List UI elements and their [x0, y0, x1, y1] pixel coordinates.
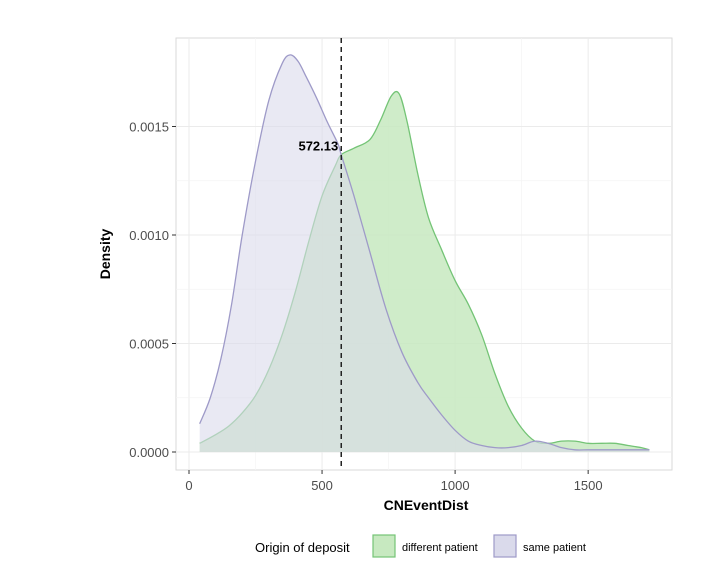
y-axis-title: Density	[97, 229, 113, 280]
y-tick-label: 0.0010	[129, 228, 169, 243]
y-tick-label: 0.0005	[129, 337, 169, 352]
density-line-same-patient	[199, 54, 650, 451]
density-area-same-patient	[199, 54, 650, 452]
legend: Origin of deposit different patient same…	[255, 534, 586, 558]
x-tick-label: 0	[185, 478, 192, 493]
vline-value-label: 572.13	[298, 139, 338, 154]
legend-label-different-patient: different patient	[402, 542, 478, 554]
density-areas	[199, 54, 650, 453]
legend-label-same-patient: same patient	[523, 542, 586, 554]
legend-key-same-patient	[493, 534, 517, 558]
y-tick-label: 0.0000	[129, 445, 169, 460]
y-axis-ticks: 0.0000 0.0005 0.0010 0.0015	[129, 120, 176, 460]
x-tick-label: 1000	[441, 478, 470, 493]
x-axis-ticks: 0 500 1000 1500	[185, 470, 603, 493]
legend-key-different-patient	[372, 534, 396, 558]
x-axis-title: CNEventDist	[384, 497, 469, 513]
y-tick-label: 0.0015	[129, 120, 169, 135]
legend-title: Origin of deposit	[255, 540, 350, 555]
x-tick-label: 1500	[574, 478, 603, 493]
vertical-reference-line: 572.13	[298, 38, 342, 470]
x-tick-label: 500	[311, 478, 333, 493]
